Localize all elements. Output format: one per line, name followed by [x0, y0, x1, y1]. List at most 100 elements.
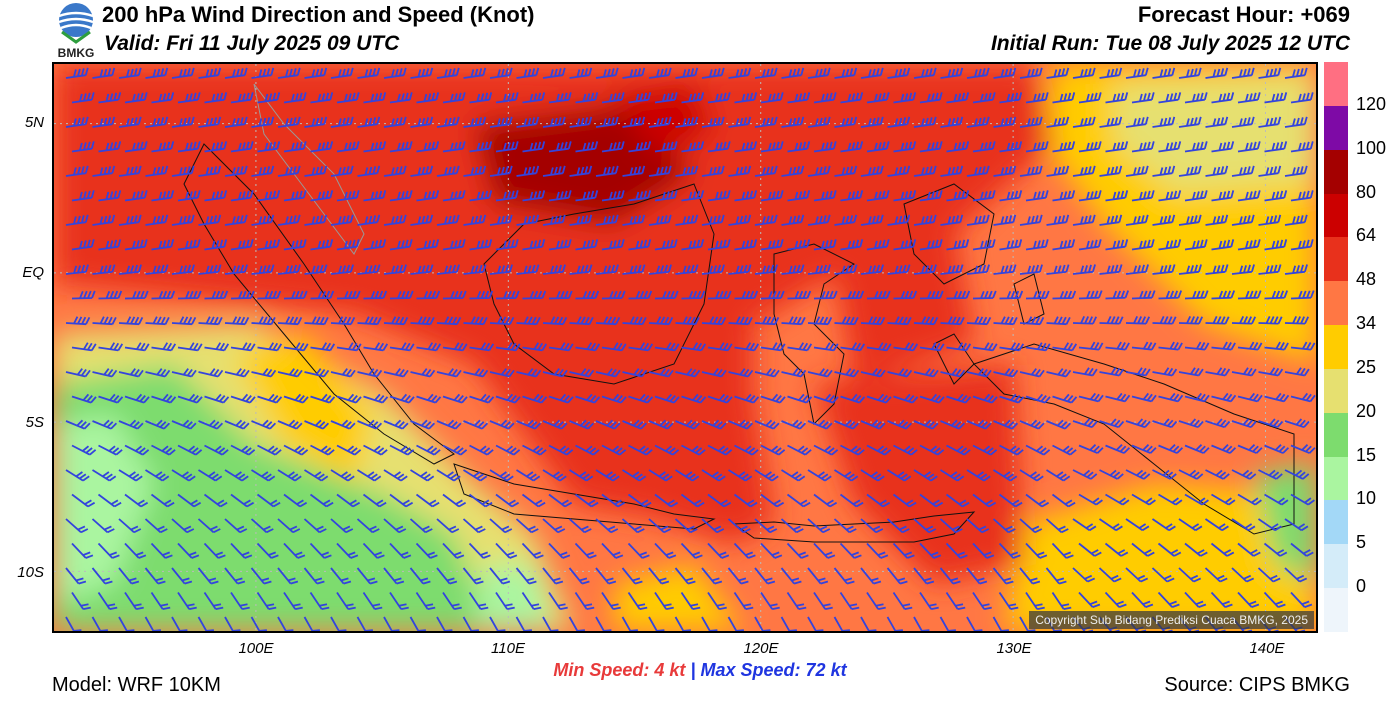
wind-barb	[469, 141, 493, 153]
wind-barb	[145, 214, 169, 226]
wind-barb	[993, 264, 1017, 275]
wind-barb	[1258, 418, 1284, 429]
wind-barb	[707, 393, 733, 404]
wind-barb	[1237, 190, 1261, 202]
wind-barb	[575, 190, 599, 202]
wind-barb	[1258, 165, 1282, 177]
wind-barb	[71, 190, 95, 202]
wind-barb	[1046, 316, 1071, 326]
wind-barb	[834, 419, 860, 430]
wind-barb	[648, 264, 672, 275]
wind-barb	[177, 92, 201, 104]
wind-barb	[1184, 542, 1208, 557]
wind-barb	[357, 264, 381, 275]
wind-barb	[680, 493, 705, 508]
wind-barb	[1204, 518, 1229, 532]
wind-barb	[1099, 469, 1124, 480]
wind-barb	[469, 190, 493, 202]
wind-barb	[171, 419, 197, 430]
wind-barb	[71, 239, 95, 251]
wind-barb	[357, 116, 381, 128]
wind-barb	[309, 591, 330, 610]
wind-barb	[1052, 393, 1078, 404]
wind-barb	[92, 67, 116, 79]
wind-barb	[1237, 341, 1263, 351]
wind-barb	[674, 518, 698, 534]
wind-barb	[309, 542, 332, 559]
wind-barb	[972, 92, 996, 104]
wind-barb	[489, 67, 513, 79]
wind-barb	[516, 419, 542, 430]
wind-barb	[1264, 92, 1288, 104]
wind-barb	[1105, 444, 1131, 454]
wind-barb	[330, 67, 354, 79]
wind-barb	[675, 165, 699, 177]
wind-barb	[310, 239, 334, 251]
wind-barb	[1099, 418, 1125, 429]
wind-barb	[250, 567, 272, 585]
wind-barb	[463, 368, 489, 378]
wind-barb	[972, 591, 992, 610]
wind-barb	[1158, 290, 1183, 300]
wind-barb	[1125, 214, 1149, 226]
wind-barb	[542, 116, 566, 128]
wind-barb	[310, 141, 334, 153]
wind-barb	[680, 591, 701, 610]
wind-barb	[707, 92, 731, 104]
wind-barb	[230, 393, 256, 404]
wind-barb	[887, 165, 911, 177]
wind-barb	[71, 493, 96, 508]
wind-barb	[330, 469, 355, 482]
wind-barb	[860, 116, 884, 128]
wind-barb	[65, 214, 89, 226]
wind-barb	[1099, 116, 1123, 128]
wind-barb	[1178, 418, 1204, 429]
wind-barb	[681, 342, 707, 352]
wind-barb	[304, 264, 328, 275]
wind-barb	[198, 419, 224, 430]
wind-barb	[622, 316, 647, 326]
wind-barb	[177, 493, 202, 508]
wind-barb	[754, 316, 780, 326]
wind-barb	[1099, 316, 1124, 325]
wind-barb	[1178, 316, 1204, 325]
wind-barb	[807, 567, 829, 585]
wind-barb	[1025, 393, 1051, 404]
wind-barb	[144, 616, 161, 631]
wind-barb	[151, 393, 177, 404]
wind-barb	[940, 67, 964, 79]
wind-barb	[1258, 316, 1283, 325]
wind-barb	[707, 444, 733, 456]
wind-barb	[1205, 264, 1229, 275]
wind-barb	[330, 116, 354, 128]
wind-barb	[1210, 591, 1233, 608]
wind-barb	[940, 316, 965, 326]
wind-barb	[495, 141, 519, 153]
wind-barb	[1131, 239, 1155, 251]
wind-map: Copyright Sub Bidang Prediksi Cuaca BMKG…	[52, 62, 1318, 633]
wind-barb	[860, 419, 886, 430]
wind-barb	[1290, 190, 1314, 202]
wind-barb	[1072, 264, 1096, 275]
wind-barb	[124, 141, 148, 153]
wind-barb	[993, 67, 1017, 79]
wind-barb	[468, 542, 491, 559]
wind-barb	[230, 239, 254, 251]
wind-barb	[1264, 290, 1289, 300]
wind-barb	[1078, 392, 1104, 403]
wind-barb	[1152, 67, 1176, 79]
wind-barb	[171, 67, 195, 79]
wind-barb	[277, 616, 294, 631]
wind-barb	[733, 591, 754, 610]
wind-barb	[177, 393, 203, 404]
wind-barb	[336, 239, 360, 251]
wind-barb	[442, 92, 466, 104]
wind-barb	[734, 92, 758, 104]
wind-barb	[1157, 542, 1182, 557]
wind-barb	[569, 469, 594, 482]
wind-barb	[1078, 542, 1102, 557]
wind-barb	[701, 419, 727, 430]
wind-barb	[622, 419, 648, 430]
wind-barb	[1258, 264, 1282, 275]
wind-barb	[257, 290, 282, 300]
